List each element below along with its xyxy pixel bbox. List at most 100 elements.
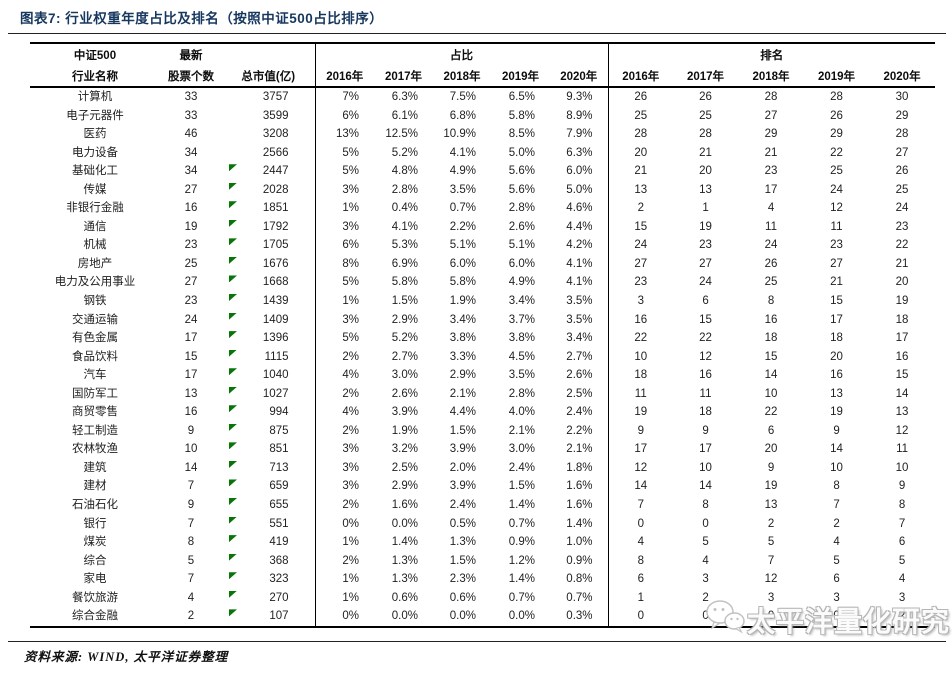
rank-value: 19	[607, 403, 674, 422]
rank-value: 18	[764, 332, 778, 345]
rank-value: 25	[830, 165, 843, 178]
rank-value: 4	[702, 554, 709, 567]
share-value: 1.6%	[566, 499, 593, 512]
industry-name: 汽车	[83, 369, 107, 382]
rank-value: 30	[895, 91, 909, 103]
table-header: 中证500 最新 占比 排名 行业名称 股票个数 总市值(亿) 2016年 201…	[30, 43, 936, 87]
share-value: 4%	[314, 366, 374, 385]
industry-name: 医药	[83, 128, 107, 141]
share-value: 3.4%	[449, 313, 476, 326]
rank-value: 8	[607, 551, 674, 571]
share-value: 6.8%	[449, 109, 476, 122]
industry-name: 餐饮旅游	[72, 591, 118, 604]
share-value: 7.9%	[566, 128, 593, 141]
industry-name: 商贸零售	[72, 406, 118, 419]
source-note: 资料来源: WIND, 太平洋证券整理	[24, 650, 229, 664]
industry-name: 建材	[83, 480, 107, 493]
header-spacer	[222, 43, 315, 65]
share-value: 1.4%	[566, 517, 593, 530]
share-value: 6.1%	[391, 109, 418, 122]
market-cap: 270	[222, 589, 315, 608]
stock-count: 7	[187, 517, 195, 530]
rank-value: 22	[699, 332, 712, 345]
share-value: 6.9%	[391, 257, 418, 270]
industry-name: 综合	[83, 554, 107, 567]
stock-count: 8	[187, 536, 195, 549]
share-value: 1.4%	[508, 499, 535, 512]
share-value: 5%	[314, 162, 374, 181]
rank-value: 18	[895, 313, 909, 326]
share-value: 2.1%	[566, 443, 593, 456]
share-value: 2%	[314, 384, 374, 404]
share-value: 1.9%	[449, 295, 476, 308]
rank-value: 18	[830, 332, 843, 345]
share-value: 4.1%	[391, 220, 418, 233]
rank-value: 25	[607, 106, 674, 126]
industry-name: 交通运输	[72, 313, 118, 326]
header-rank-year: 2016年	[607, 65, 674, 87]
rank-value: 8	[702, 499, 709, 512]
stock-count: 10	[184, 443, 198, 456]
share-value: 1.3%	[391, 573, 418, 586]
rank-value: 16	[607, 310, 674, 330]
rank-value: 20	[895, 276, 909, 289]
share-value: 5.8%	[508, 109, 535, 122]
market-cap: 3208	[262, 128, 289, 141]
share-value: 2.5%	[391, 461, 418, 474]
share-value: 3%	[314, 477, 374, 497]
share-value: 9.3%	[566, 91, 593, 103]
rank-value: 7	[898, 517, 906, 530]
share-value: 13%	[314, 125, 374, 144]
table-row: 农林牧渔 10 851 3% 3.2% 3.9% 3.0% 2.1% 17 17 20 14 11	[30, 440, 935, 459]
share-value: 5%	[314, 273, 374, 293]
table-row: 房地产 25 1676 8% 6.9% 6.0% 6.0% 4.1% 27 27 26 27 21	[30, 254, 935, 274]
rank-value: 10	[895, 461, 909, 474]
rank-value: 3	[898, 591, 906, 604]
rank-value: 23	[764, 165, 778, 178]
rank-value: 6	[607, 570, 674, 589]
share-value: 1.0%	[566, 536, 593, 549]
header-latest: 最新	[179, 49, 203, 62]
rank-value: 0	[833, 610, 840, 623]
share-value: 2%	[314, 347, 374, 367]
rank-value: 7	[607, 496, 674, 515]
rank-value: 24	[699, 276, 712, 289]
share-value: 0%	[314, 514, 374, 534]
rank-value: 5	[767, 536, 775, 549]
rank-value: 4	[833, 536, 840, 549]
share-value: 2.9%	[391, 480, 418, 493]
table-row: 综合 5 368 2% 1.3% 1.5% 1.2% 0.9% 8 4 7 5 5	[30, 551, 935, 571]
share-value: 5.1%	[508, 239, 535, 252]
rank-value: 1	[607, 588, 674, 608]
rank-value: 10	[764, 387, 778, 400]
market-cap: 1115	[222, 348, 315, 367]
rank-value: 2	[898, 610, 906, 623]
share-value: 3.4%	[508, 295, 535, 308]
share-value: 2.8%	[508, 387, 535, 400]
rank-value: 5	[833, 554, 840, 567]
industry-name: 传媒	[83, 183, 107, 196]
share-value: 4.1%	[449, 146, 476, 159]
share-value: 6.0%	[449, 257, 476, 270]
share-value: 2.6%	[391, 387, 418, 400]
rank-value: 17	[764, 183, 778, 196]
rank-value: 17	[830, 313, 843, 326]
table-row: 电力设备 34 2566 5% 5.2% 4.1% 5.0% 6.3% 20 21 21 22 27	[30, 143, 935, 163]
share-value: 6%	[314, 236, 374, 255]
stock-count: 19	[184, 220, 198, 233]
rank-value: 2	[833, 517, 840, 530]
rank-value: 20	[699, 165, 712, 178]
industry-name: 轻工制造	[72, 424, 118, 437]
table-row: 电力及公用事业 27 1668 5% 5.8% 5.8% 4.9% 4.1% 23 24 25 21 2…	[30, 273, 935, 293]
table-row: 非银行金融 16 1851 1% 0.4% 0.7% 2.8% 4.6% 2 1 4 12 24	[30, 199, 935, 218]
green-flag-icon	[229, 182, 237, 190]
rank-value: 9	[898, 480, 906, 493]
share-value: 4.1%	[566, 257, 593, 270]
rank-value: 11	[699, 387, 712, 400]
rank-value: 18	[607, 366, 674, 385]
header-market-cap: 总市值(亿)	[241, 70, 296, 83]
rank-value: 15	[764, 350, 778, 363]
rank-value: 13	[607, 180, 674, 200]
share-value: 5.0%	[508, 146, 535, 159]
stock-count: 4	[187, 591, 195, 604]
